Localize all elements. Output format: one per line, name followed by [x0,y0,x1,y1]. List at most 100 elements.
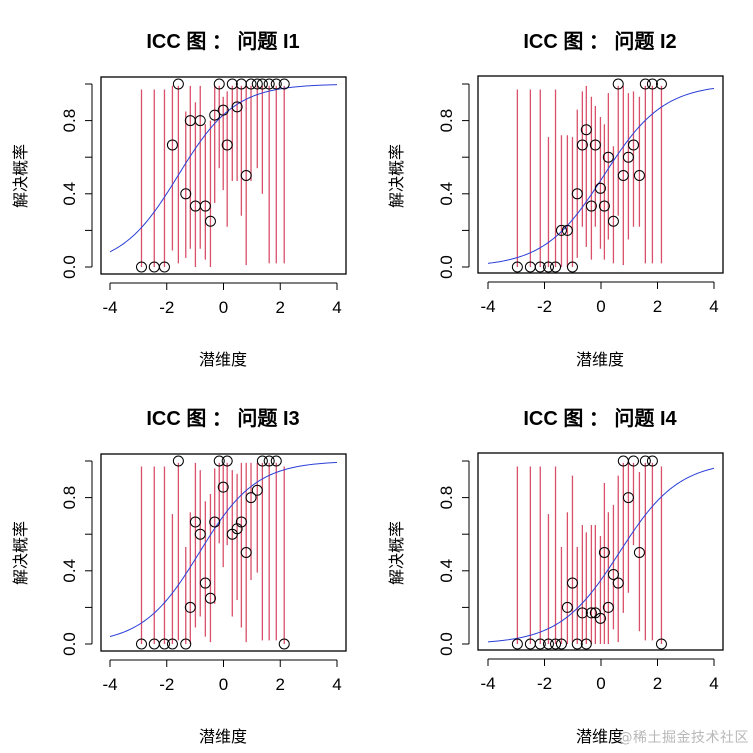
x-axis-label: 潜维度 [576,727,624,746]
y-tick-label: 0.4 [60,182,79,206]
data-point [235,516,247,528]
data-point [589,139,601,151]
data-point [270,455,282,467]
data-point [617,170,629,181]
data-point [627,139,639,151]
x-axis-label: 潜维度 [199,727,247,746]
y-tick-label: 0.0 [60,255,79,279]
data-point [278,638,290,650]
y-tick-label: 0.0 [60,632,79,656]
data-point [263,78,275,90]
data-point [511,261,523,273]
data-point [209,516,221,528]
data-point [199,200,211,212]
icc-curve [487,87,715,264]
x-tick-label: -2 [159,675,174,694]
data-point [561,224,573,236]
watermark: @稀土掘金技术社区 [618,730,749,746]
data-point [655,638,667,650]
data-point [270,78,282,90]
data-point [602,151,614,163]
x-tick-label: -4 [480,297,495,316]
data-point [542,638,554,650]
x-tick-label: 0 [596,674,605,693]
data-point [585,200,597,212]
data-point [576,139,588,151]
x-tick-label: -4 [480,674,495,693]
icc-panel-i2: ICC 图 ： 问题 I2 潜维度 解决概率 -4 -2 0 2 4 0.0 0.4 0.8 [387,30,724,369]
y-tick-label: 0.8 [60,486,79,510]
data-point [221,139,233,151]
data-point [184,601,196,613]
data-point [646,455,658,467]
data-point [585,607,597,619]
y-axis-label: 解决概率 [387,144,406,208]
data-point [251,484,263,496]
x-tick-label: 2 [653,297,662,316]
data-point [534,638,546,650]
data-point [240,170,252,181]
data-point [213,78,225,90]
icc-panel-i4: ICC 图 ： 问题 I4 潜维度 解决概率 -4 -2 0 2 4 0.0 0.4 0.8 [387,407,724,746]
y-tick-label: 0.4 [437,182,456,206]
panel-title: ICC 图 ： 问题 I3 [146,407,299,430]
x-axis-label: 潜维度 [199,350,247,369]
data-point [580,638,592,650]
y-axis-label: 解决概率 [11,144,30,208]
x-tick-label: -2 [159,298,174,317]
icc-curve [109,461,338,637]
data-point [135,638,147,650]
x-tick-label: 2 [276,298,285,317]
data-point [639,78,651,90]
y-tick-label: 0.4 [60,559,79,583]
data-point [646,78,658,90]
panel-title: ICC 图 ： 问题 I2 [523,30,676,53]
data-point [555,224,567,236]
data-point [221,455,233,467]
data-point [571,638,583,650]
data-point [166,638,178,650]
data-point [550,638,562,650]
y-tick-label: 0.8 [60,109,79,133]
data-point [612,577,624,589]
icc-panel-i3: ICC 图 ： 问题 I3 潜维度 解决概率 -4 -2 0 2 4 0.0 0.4 0.8 [11,407,347,746]
data-point [158,261,170,273]
data-point [594,612,606,624]
data-point [566,577,578,589]
plot-frame [477,75,724,274]
x-tick-label: 2 [276,675,285,694]
x-tick-label: -4 [102,675,117,694]
data-point [633,547,645,558]
data-point [194,115,206,127]
x-tick-label: -4 [102,298,117,317]
x-tick-label: 4 [709,674,718,693]
data-point [602,601,614,613]
x-tick-label: -2 [537,674,552,693]
data-point [511,638,523,650]
y-tick-label: 0.8 [437,109,456,133]
x-tick-label: 0 [219,675,228,694]
data-point [655,78,667,90]
plot-frame [477,452,724,651]
y-tick-label: 0.8 [437,486,456,510]
x-tick-label: 0 [219,298,228,317]
y-tick-label: 0.0 [437,255,456,279]
plot-frame [100,453,347,652]
data-point [217,481,229,493]
x-tick-label: 0 [596,297,605,316]
panel-title: ICC 图 ： 问题 I4 [523,407,677,430]
data-point [217,104,229,116]
data-point [263,455,275,467]
y-tick-label: 0.4 [437,559,456,583]
data-point [213,455,225,467]
data-point [561,601,573,613]
data-point [180,638,192,650]
data-point [135,261,147,273]
data-point [240,547,252,558]
data-point [598,547,610,558]
data-point [607,215,619,227]
data-point [204,592,216,604]
data-point [245,78,257,90]
x-tick-label: 4 [332,675,341,694]
